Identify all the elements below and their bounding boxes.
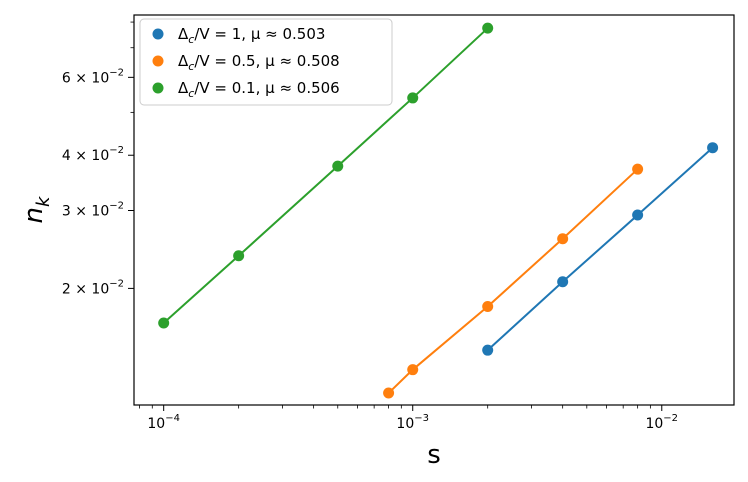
ticks-layer: 10−4 10−3 10−2 2 × 10−2 3 × 10−2 4 × 10−2 6 × … [62,21,678,432]
legend-label-0: Δc/V = 1, μ ≈ 0.503 [178,25,325,46]
series-0-point-3 [707,142,719,154]
series-2-point-3 [407,92,419,104]
series-1-point-1 [407,364,419,376]
legend-marker-1 [152,55,164,67]
series-line-0 [487,146,714,351]
y-tick-label-1: 3 × 10−2 [62,201,124,220]
y-tick-label-2: 4 × 10−2 [62,145,124,164]
series-2-point-0 [158,317,170,329]
y-axis-label: nk [19,195,54,223]
x-axis-label: s [427,440,441,470]
x-tick-label-2: 10−2 [645,413,678,432]
series-2-point-4 [482,22,494,34]
series-1-point-0 [383,387,395,399]
y-tick-label-0: 2 × 10−2 [62,278,124,297]
y-tick-label-3: 6 × 10−2 [62,67,124,86]
legend-marker-2 [152,82,164,94]
series-0-point-1 [557,276,569,288]
legend-label-2: Δc/V = 0.1, μ ≈ 0.506 [178,79,340,100]
series-1-point-3 [557,233,569,245]
svg-text:nk: nk [19,195,54,223]
series-1-point-2 [482,301,494,313]
y-axis-label-sub: k [33,195,54,207]
legend-marker-0 [152,28,164,40]
series-2-point-2 [332,160,344,172]
plot-frame [133,14,735,406]
x-tick-label-0: 10−4 [147,413,180,432]
series-layer [158,22,719,399]
series-0-point-2 [632,209,644,221]
legend-box [139,18,393,106]
series-2-point-1 [233,250,245,262]
series-0-point-0 [482,344,494,356]
y-axis-label-main: n [19,207,49,223]
legend-label-1: Δc/V = 0.5, μ ≈ 0.508 [178,52,340,73]
series-1-point-4 [632,163,644,175]
x-tick-label-1: 10−3 [396,413,429,432]
legend: Δc/V = 1, μ ≈ 0.503 Δc/V = 0.5, μ ≈ 0.508… [139,18,393,106]
